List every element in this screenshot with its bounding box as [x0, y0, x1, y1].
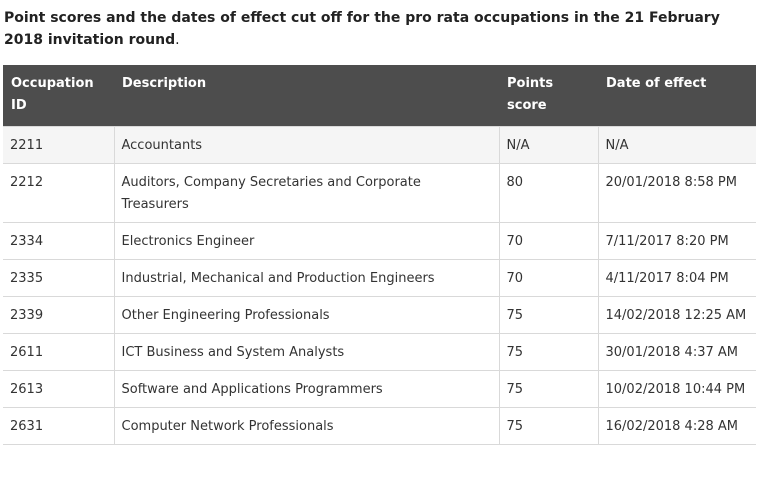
cell-points-score: 80 — [498, 163, 599, 223]
cell-points-score: 70 — [498, 222, 599, 260]
cell-description: Software and Applications Programmers — [113, 370, 500, 408]
cell-occupation-id: 2211 — [3, 126, 115, 164]
occupation-scores-table: Occupation ID Description Points score D… — [3, 65, 756, 445]
cell-occupation-id: 2335 — [3, 259, 115, 297]
cell-points-score: 70 — [498, 259, 599, 297]
cell-points-score: N/A — [498, 126, 599, 164]
cell-occupation-id: 2613 — [3, 370, 115, 408]
cell-date-of-effect: 4/11/2017 8:04 PM — [597, 259, 756, 297]
table-row: 2212 Auditors, Company Secretaries and C… — [3, 163, 756, 223]
header-description: Description — [114, 65, 499, 127]
cell-date-of-effect: 14/02/2018 12:25 AM — [597, 296, 756, 334]
header-date-of-effect: Date of effect — [598, 65, 756, 127]
cell-points-score: 75 — [498, 407, 599, 445]
cell-description: Industrial, Mechanical and Production En… — [113, 259, 500, 297]
table-row: 2631 Computer Network Professionals 75 1… — [3, 407, 756, 445]
cell-date-of-effect: 30/01/2018 4:37 AM — [597, 333, 756, 371]
cell-description: Auditors, Company Secretaries and Corpor… — [113, 163, 500, 223]
table-row: 2613 Software and Applications Programme… — [3, 370, 756, 408]
cell-points-score: 75 — [498, 370, 599, 408]
cell-occupation-id: 2611 — [3, 333, 115, 371]
cell-points-score: 75 — [498, 296, 599, 334]
cell-occupation-id: 2212 — [3, 163, 115, 223]
cell-date-of-effect: N/A — [597, 126, 756, 164]
table-row: 2334 Electronics Engineer 70 7/11/2017 8… — [3, 222, 756, 260]
cell-date-of-effect: 7/11/2017 8:20 PM — [597, 222, 756, 260]
cell-occupation-id: 2334 — [3, 222, 115, 260]
cell-date-of-effect: 16/02/2018 4:28 AM — [597, 407, 756, 445]
cell-description: Accountants — [113, 126, 500, 164]
cell-description: Computer Network Professionals — [113, 407, 500, 445]
table-header-row: Occupation ID Description Points score D… — [3, 65, 756, 127]
header-occupation-id: Occupation ID — [3, 65, 114, 127]
cell-occupation-id: 2339 — [3, 296, 115, 334]
table-row: 2611 ICT Business and System Analysts 75… — [3, 333, 756, 371]
cell-points-score: 75 — [498, 333, 599, 371]
table-row: 2335 Industrial, Mechanical and Producti… — [3, 259, 756, 297]
table-row: 2211 Accountants N/A N/A — [3, 126, 756, 164]
table-caption: Point scores and the dates of effect cut… — [4, 7, 759, 51]
cell-description: ICT Business and System Analysts — [113, 333, 500, 371]
table-row: 2339 Other Engineering Professionals 75 … — [3, 296, 756, 334]
cell-description: Electronics Engineer — [113, 222, 500, 260]
cell-date-of-effect: 20/01/2018 8:58 PM — [597, 163, 756, 223]
caption-period: . — [175, 32, 180, 48]
cell-occupation-id: 2631 — [3, 407, 115, 445]
cell-description: Other Engineering Professionals — [113, 296, 500, 334]
cell-date-of-effect: 10/02/2018 10:44 PM — [597, 370, 756, 408]
caption-text: Point scores and the dates of effect cut… — [4, 10, 720, 48]
header-points-score: Points score — [499, 65, 598, 127]
